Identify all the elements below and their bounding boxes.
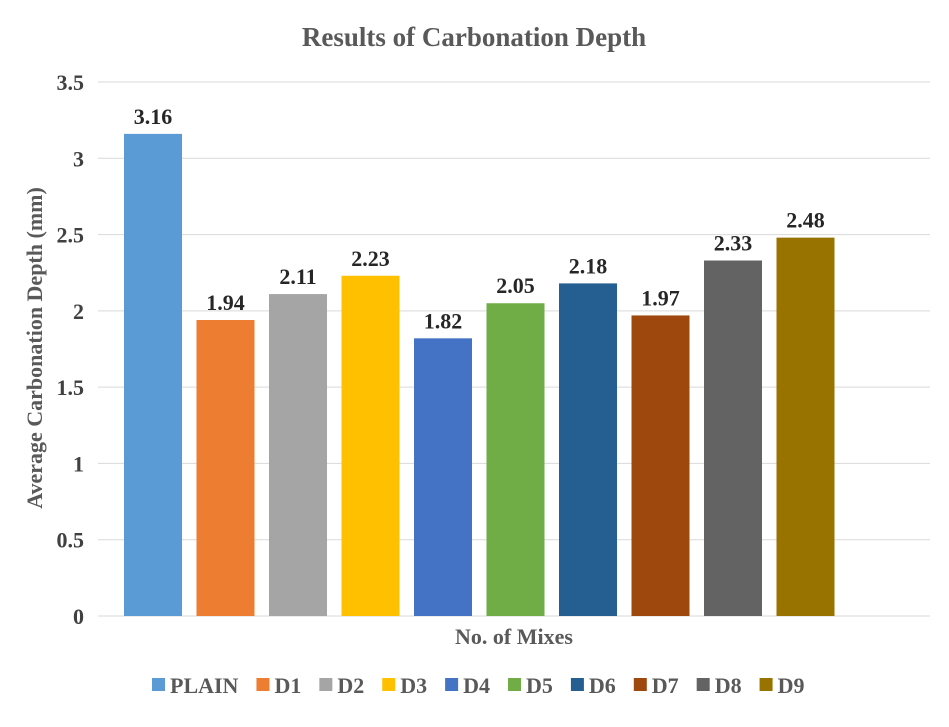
bars	[124, 133, 835, 617]
data-label-d6: 2.18	[569, 253, 608, 278]
legend-label-plain: PLAIN	[170, 673, 239, 698]
legend-swatch-d3	[382, 678, 396, 691]
legend-label-d8: D8	[715, 673, 742, 698]
y-tick-label: 2	[73, 299, 84, 324]
bar-d1	[196, 320, 255, 616]
bar-d3	[341, 275, 400, 616]
legend-label-d3: D3	[400, 673, 427, 698]
y-tick-label: 0.5	[57, 528, 85, 553]
bar-d2	[269, 294, 327, 616]
legend-label-d1: D1	[274, 673, 301, 698]
y-tick-label: 1	[73, 451, 84, 476]
legend-swatch-d8	[696, 678, 710, 691]
data-label-d4: 1.82	[424, 308, 463, 333]
y-tick-label: 3	[73, 146, 84, 171]
data-label-d8: 2.33	[714, 231, 753, 256]
legend-swatch-d1	[256, 678, 270, 691]
legend-swatch-d9	[759, 678, 773, 691]
legend-label-d7: D7	[652, 673, 679, 698]
bar-d4	[414, 338, 472, 616]
legend-swatch-d7	[633, 678, 647, 691]
bar-d7	[631, 315, 690, 616]
legend-label-d4: D4	[463, 673, 490, 698]
legend-swatch-d6	[570, 678, 584, 691]
y-tick-label: 2.5	[57, 223, 85, 248]
data-label-plain: 3.16	[134, 104, 173, 129]
data-label-d1: 1.94	[206, 290, 245, 315]
legend-label-d5: D5	[526, 673, 553, 698]
y-axis-title: Average Carbonation Depth (mm)	[22, 187, 47, 509]
legend-label-d6: D6	[589, 673, 616, 698]
legend: PLAIN D1 D2 D3 D4 D5 D6 D7 D8 D9	[152, 673, 804, 698]
chart-title: Results of Carbonation Depth	[302, 22, 646, 52]
legend-swatch-d2	[319, 678, 333, 691]
legend-swatch-d4	[445, 678, 459, 691]
data-label-d7: 1.97	[641, 285, 680, 310]
data-label-d9: 2.48	[786, 208, 825, 233]
legend-label-d9: D9	[778, 673, 805, 698]
data-label-d2: 2.11	[279, 264, 316, 289]
legend-swatch-d5	[508, 678, 522, 691]
bar-d5	[486, 303, 545, 616]
data-label-d3: 2.23	[351, 246, 390, 271]
y-axis-ticks: 0 0.5 1 1.5 2 2.5 3 3.5	[57, 70, 85, 629]
data-labels: 3.16 1.94 2.11 2.23 1.82 2.05 2.18 1.97 2.33 2.48	[134, 104, 825, 333]
x-axis-title: No. of Mixes	[455, 624, 573, 649]
legend-swatch-plain	[152, 678, 165, 691]
bar-d8	[704, 260, 762, 616]
y-tick-label: 3.5	[57, 70, 85, 95]
bar-d9	[776, 237, 835, 616]
data-label-d5: 2.05	[496, 273, 535, 298]
bar-plain	[124, 133, 182, 617]
legend-label-d2: D2	[337, 673, 364, 698]
bar-d6	[559, 283, 617, 616]
y-tick-label: 1.5	[57, 375, 85, 400]
y-tick-label: 0	[73, 604, 84, 629]
